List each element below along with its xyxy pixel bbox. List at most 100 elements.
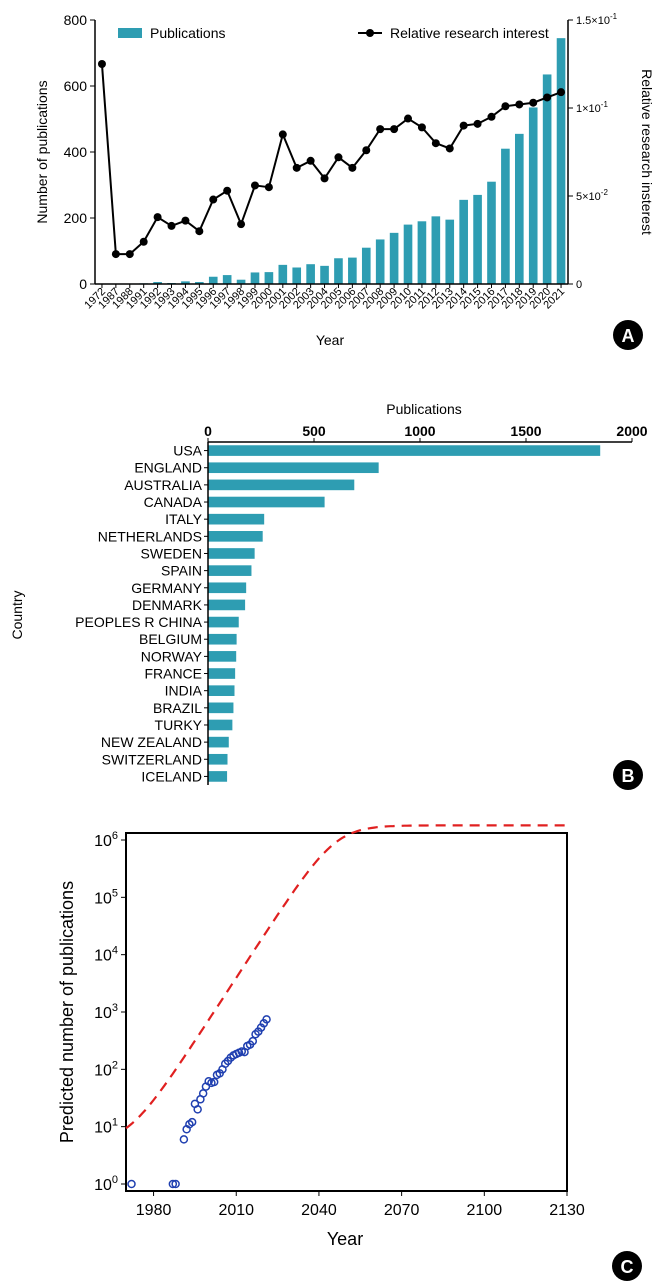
a-bar — [445, 219, 455, 284]
b-badge-circle — [613, 760, 643, 790]
a-bar-series — [97, 38, 566, 285]
c-y-tick-label: 105 — [94, 887, 118, 907]
c-observed-point — [171, 1179, 180, 1189]
b-x-axis-label: Publications — [386, 401, 462, 417]
b-category-label: BRAZIL — [153, 700, 202, 716]
b-x-tick-label: 1000 — [404, 423, 435, 439]
a-line-point — [515, 100, 524, 109]
b-bar — [208, 771, 228, 782]
b-bar — [208, 616, 239, 628]
a-line-point — [125, 250, 134, 259]
a-y-tick-label: 0 — [79, 276, 87, 292]
a-legend-bar-label: Publications — [150, 25, 226, 41]
a-line-point — [97, 60, 106, 68]
b-category-label: NORWAY — [141, 648, 203, 664]
c-badge-letter: C — [621, 1257, 634, 1277]
a-bar — [208, 276, 218, 284]
b-x-tick-label: 500 — [302, 423, 326, 439]
a-line-point — [264, 183, 273, 192]
a-y2-axis-label: Relative research insterest — [639, 69, 655, 235]
c-axes: 100 101 102 103 104 105 106 1980 2010 2040 2070 210… — [94, 830, 585, 1219]
b-category-label: BELGIUM — [139, 631, 202, 647]
a-bar — [542, 74, 552, 284]
panel-b-chart: 0 500 1000 1500 2000 USAENGLANDAUSTRALIACANAD… — [9, 401, 648, 790]
a-line-point — [223, 186, 232, 195]
a-line-point — [306, 156, 315, 165]
a-line-point — [292, 163, 301, 172]
b-x-tick-label: 2000 — [616, 423, 647, 439]
a-bar — [459, 199, 468, 284]
b-bar — [208, 668, 236, 679]
c-observed-point — [209, 1077, 219, 1087]
panel-c-chart: 100 101 102 103 104 105 106 1980 2010 2040 2070 210… — [57, 824, 642, 1281]
a-line-point — [473, 119, 482, 128]
b-category-label: DENMARK — [132, 597, 203, 613]
c-observed-point — [198, 1089, 208, 1098]
c-badge: C — [612, 1251, 642, 1281]
b-bar — [208, 565, 252, 576]
b-axes: 0 500 1000 1500 2000 USAENGLANDAUSTRALIACANAD… — [75, 423, 648, 785]
a-y2-tick-label: 1×10-1 — [576, 100, 608, 115]
a-bar — [306, 264, 315, 284]
a-bar — [556, 38, 566, 285]
b-category-label: SWITZERLAND — [102, 751, 202, 767]
c-plot-frame — [125, 832, 568, 1192]
a-bar — [181, 281, 190, 284]
a-bar — [389, 232, 399, 284]
a-bar — [514, 133, 524, 284]
a-bar — [403, 224, 413, 284]
c-x-tick-label: 2070 — [384, 1202, 420, 1219]
a-line-point — [445, 144, 454, 153]
c-y-axis-label: Predicted number of publications — [57, 881, 77, 1143]
c-y-tick-label: 103 — [94, 1002, 118, 1022]
a-bar — [431, 216, 441, 284]
b-category-label: FRANCE — [144, 666, 202, 682]
c-y-tick-label: 104 — [94, 945, 118, 965]
a-y-tick-label: 600 — [64, 78, 88, 94]
a-bar — [528, 107, 538, 284]
a-line-point — [362, 146, 371, 155]
a-line-point — [320, 174, 329, 183]
a-line-point — [487, 112, 496, 121]
b-y-axis-label: Country — [9, 590, 25, 639]
b-bar — [208, 582, 247, 594]
b-category-label: NETHERLANDS — [98, 528, 202, 544]
b-x-tick-label: 1500 — [510, 423, 541, 439]
a-line-point — [181, 216, 190, 225]
a-x-axis-label: Year — [316, 332, 345, 348]
a-line-point — [334, 153, 343, 162]
a-bar — [236, 279, 246, 284]
a-y-tick-label: 200 — [64, 210, 88, 226]
a-line-point — [278, 130, 287, 139]
b-bar — [208, 702, 234, 714]
c-y-tick-label: 100 — [94, 1174, 118, 1194]
a-axes: 020040060080005×10-21×10-11.5×10-1197219… — [64, 12, 618, 311]
a-line-point — [348, 163, 357, 172]
c-observed-point — [127, 1179, 136, 1189]
a-y2-tick-label: 0 — [576, 279, 582, 291]
a-legend-line-label: Relative research interest — [390, 25, 549, 41]
c-badge-circle — [612, 1251, 642, 1281]
a-bar — [153, 282, 162, 284]
b-bar — [208, 462, 379, 474]
a-bar — [222, 275, 232, 284]
a-bar — [195, 282, 204, 284]
c-y-tick-label: 101 — [94, 1117, 118, 1137]
c-x-tick-label: 2040 — [301, 1202, 337, 1219]
a-y-tick-label: 800 — [64, 12, 88, 28]
c-y-tick-label: 102 — [94, 1059, 118, 1079]
c-x-axis-label: Year — [327, 1229, 363, 1249]
c-y-tick-label: 106 — [94, 830, 118, 850]
b-bar — [208, 479, 355, 491]
a-bar — [348, 257, 357, 284]
a-line-series — [97, 60, 566, 259]
a-line-point — [390, 125, 399, 134]
c-observed-point — [262, 1015, 271, 1024]
b-category-label: SWEDEN — [141, 545, 202, 561]
a-bar — [361, 247, 371, 284]
b-category-label: PEOPLES R CHINA — [75, 614, 202, 630]
b-bar — [208, 633, 237, 645]
a-bar — [487, 181, 496, 284]
c-observed-point — [187, 1117, 197, 1127]
